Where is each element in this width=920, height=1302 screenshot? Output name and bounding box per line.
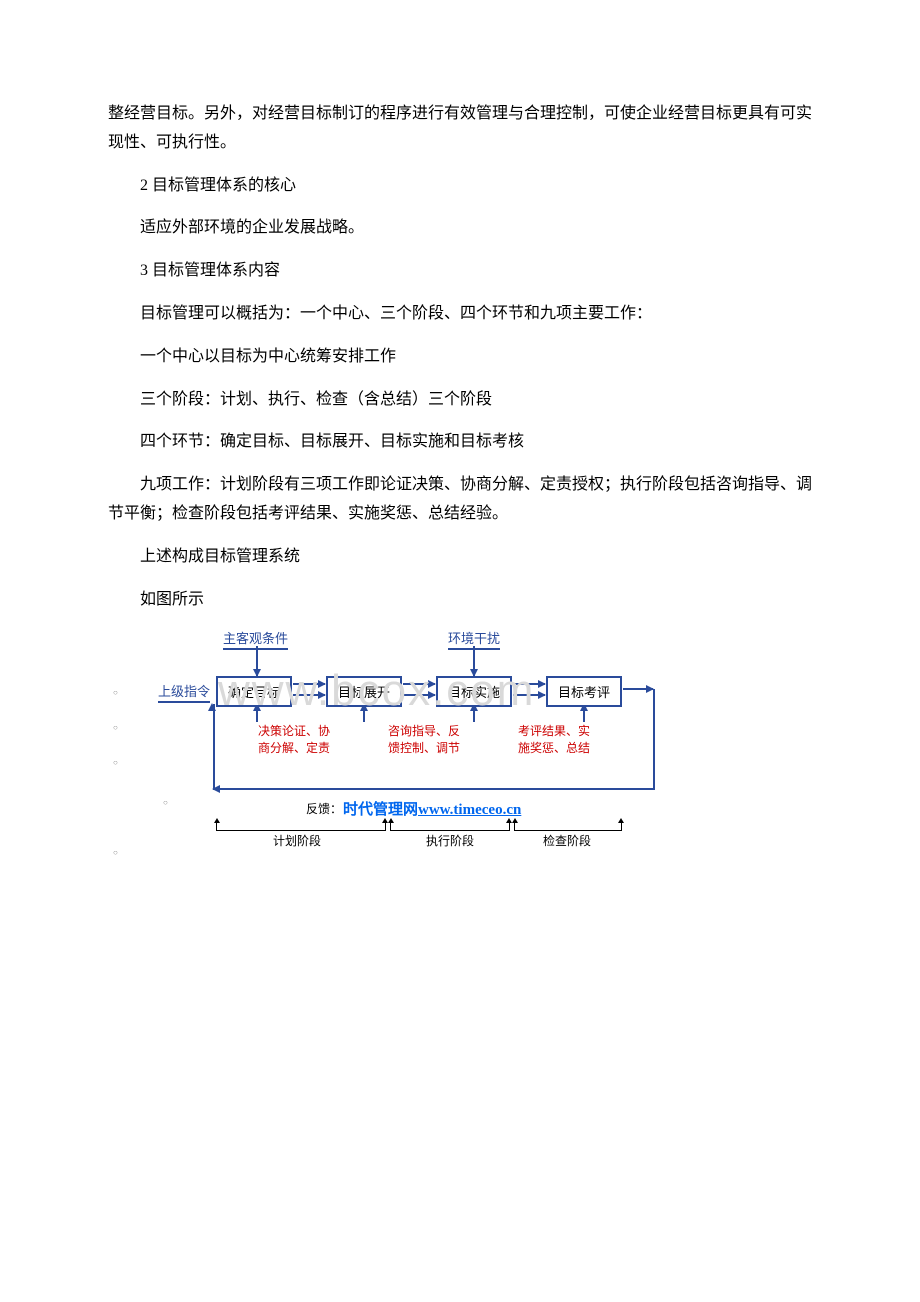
feedback-label: 反馈： — [306, 800, 342, 817]
red-label-2: 咨询指导、反 馈控制、调节 — [388, 723, 460, 757]
box-evaluate-goal: 目标考评 — [546, 676, 622, 707]
watermark-text: www.bcox.com — [218, 666, 535, 716]
arrow-right-out — [623, 688, 653, 690]
paragraph-7: 三个阶段：计划、执行、检查（含总结）三个阶段 — [108, 386, 812, 415]
guide-dot: ○ — [113, 688, 118, 697]
bracket-check — [514, 821, 622, 831]
red-label-1-line2: 商分解、定责 — [258, 741, 330, 755]
stage-check: 检查阶段 — [543, 832, 591, 849]
flowchart-diagram: www.bcox.com ○ ○ ○ ○ ○ 主客观条件 环境干扰 上级指令 确… — [158, 628, 708, 878]
link-url-text: www.timeceo.cn — [418, 802, 521, 818]
paragraph-9: 九项工作：计划阶段有三项工作即论证决策、协商分解、定责授权；执行阶段包括咨询指导… — [108, 471, 812, 529]
paragraph-1: 整经营目标。另外，对经营目标制订的程序进行有效管理与合理控制，可使企业经营目标更… — [108, 100, 812, 158]
link-brand: 时代管理网www.timeceo.cn — [343, 798, 521, 819]
paragraph-6: 一个中心以目标为中心统筹安排工作 — [108, 343, 812, 372]
red-label-3-line1: 考评结果、实 — [518, 724, 590, 738]
paragraph-3: 适应外部环境的企业发展战略。 — [108, 214, 812, 243]
feedback-line-left — [213, 788, 655, 790]
red-label-2-line1: 咨询指导、反 — [388, 724, 460, 738]
bracket-exec — [390, 821, 510, 831]
red-label-1: 决策论证、协 商分解、定责 — [258, 723, 330, 757]
guide-dot: ○ — [113, 848, 118, 857]
red-label-3: 考评结果、实 施奖惩、总结 — [518, 723, 590, 757]
guide-dot: ○ — [113, 723, 118, 732]
paragraph-4: 3 目标管理体系内容 — [108, 257, 812, 286]
feedback-vertical — [213, 704, 215, 790]
link-brand-text: 时代管理网 — [343, 802, 418, 818]
paragraph-11: 如图所示 — [108, 586, 812, 615]
paragraph-10: 上述构成目标管理系统 — [108, 543, 812, 572]
left-label-directive: 上级指令 — [158, 681, 210, 703]
red-label-3-line2: 施奖惩、总结 — [518, 741, 590, 755]
bracket-plan — [216, 821, 386, 831]
feedback-line-down — [653, 689, 655, 789]
red-label-2-line2: 馈控制、调节 — [388, 741, 460, 755]
paragraph-8: 四个环节：确定目标、目标展开、目标实施和目标考核 — [108, 428, 812, 457]
stage-exec: 执行阶段 — [426, 832, 474, 849]
red-label-1-line1: 决策论证、协 — [258, 724, 330, 738]
guide-dot: ○ — [163, 798, 168, 807]
paragraph-2: 2 目标管理体系的核心 — [108, 172, 812, 201]
top-label-conditions: 主客观条件 — [223, 628, 288, 650]
guide-dot: ○ — [113, 758, 118, 767]
top-label-environment: 环境干扰 — [448, 628, 500, 650]
paragraph-5: 目标管理可以概括为：一个中心、三个阶段、四个环节和九项主要工作： — [108, 300, 812, 329]
document-body: 整经营目标。另外，对经营目标制订的程序进行有效管理与合理控制，可使企业经营目标更… — [108, 100, 812, 878]
stage-plan: 计划阶段 — [273, 832, 321, 849]
